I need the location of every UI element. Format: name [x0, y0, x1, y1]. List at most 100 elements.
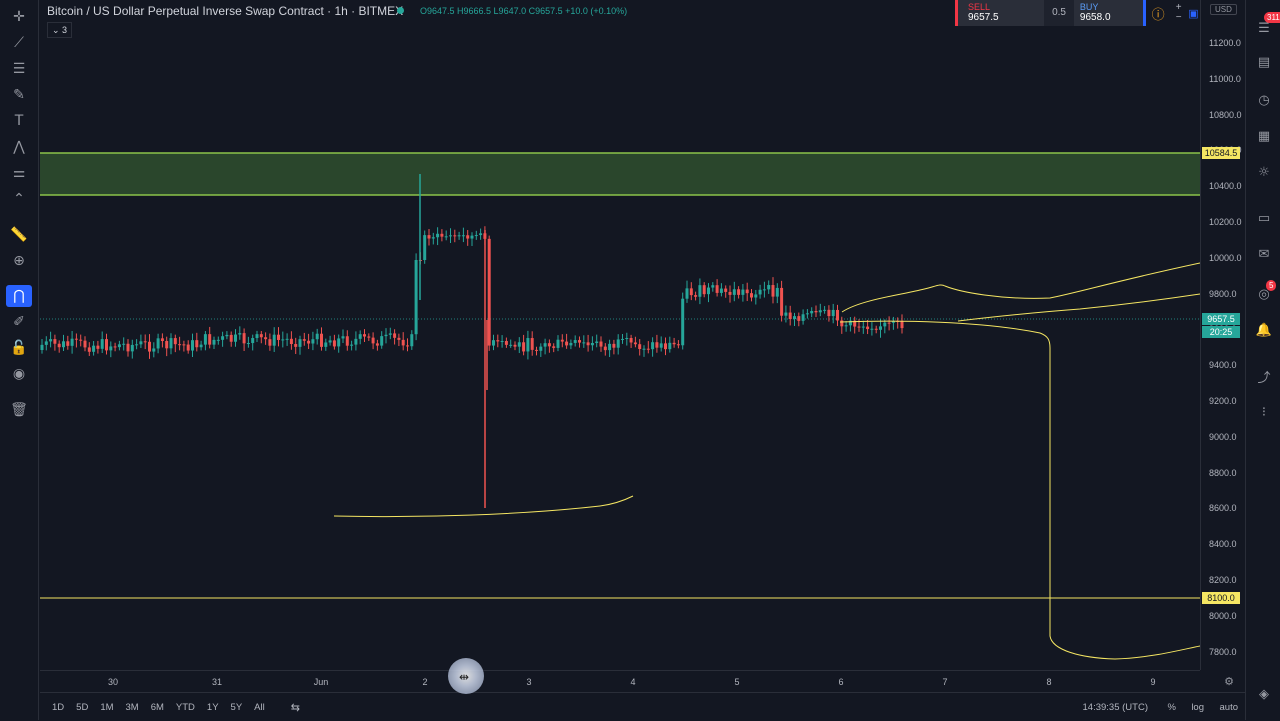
prediction-icon[interactable]: ⚌: [12, 165, 26, 181]
calendar-icon[interactable]: ▦: [1257, 128, 1271, 144]
currency-badge[interactable]: USD: [1210, 4, 1237, 15]
info-icon[interactable]: ⓘ: [1151, 6, 1165, 22]
pattern-icon[interactable]: ⋀: [13, 139, 25, 155]
utc-clock[interactable]: 14:39:35 (UTC): [1082, 701, 1148, 713]
candle-body: [453, 235, 457, 237]
buy-button[interactable]: BUY 9658.0: [1073, 0, 1147, 26]
price-tick-label: 7800.0: [1209, 646, 1237, 657]
candle-body: [285, 338, 289, 340]
settings-gear-icon[interactable]: ⚙: [1224, 676, 1234, 688]
data-window-icon[interactable]: ▤: [1257, 54, 1271, 70]
freehand-curve-bottom[interactable]: [333, 495, 634, 518]
candle-body: [805, 313, 809, 315]
range-button-1m[interactable]: 1M: [100, 701, 114, 713]
time-axis[interactable]: 30 31 Jun 2 3 4 5 6 7 8 9 ⚙: [40, 670, 1234, 693]
watchlist-icon[interactable]: ☰: [1258, 20, 1270, 36]
candle-body: [801, 314, 805, 321]
candle-body: [246, 343, 250, 345]
range-button-ytd[interactable]: YTD: [175, 701, 195, 713]
candle-body: [689, 288, 693, 296]
price-axis[interactable]: 11200.011000.010800.010600.010400.010200…: [1200, 0, 1247, 670]
candle-body: [552, 346, 556, 348]
lock-icon[interactable]: 🔓: [10, 340, 28, 356]
range-button-1y[interactable]: 1Y: [206, 701, 219, 713]
date-range-icon[interactable]: ⇆: [290, 701, 300, 714]
price-tick-label: 9200.0: [1209, 396, 1237, 406]
candle-body: [294, 344, 298, 347]
range-button-5y[interactable]: 5Y: [230, 701, 243, 713]
trend-line-icon[interactable]: ⟋: [14, 35, 24, 51]
supply-zone[interactable]: [40, 153, 1200, 195]
candle-body: [728, 291, 732, 295]
layers-icon[interactable]: ◈: [1259, 686, 1269, 702]
collapse-chevron-icon[interactable]: ⌃: [13, 191, 25, 207]
freehand-curve-drop[interactable]: [839, 320, 1201, 660]
bell-icon[interactable]: 🔔: [1255, 322, 1273, 338]
dom-icon[interactable]: ⁝: [1261, 404, 1267, 420]
candle-body: [715, 285, 719, 293]
price-tick-label: 9800.0: [1209, 288, 1237, 299]
candle-body: [466, 235, 470, 239]
log-toggle[interactable]: log: [1191, 701, 1204, 713]
quantity-field[interactable]: 0.5: [1044, 0, 1074, 26]
messages-icon[interactable]: ✉: [1258, 246, 1270, 262]
candle-body: [105, 339, 108, 351]
candle-body: [130, 344, 134, 352]
candle-body: [457, 235, 461, 237]
percent-toggle[interactable]: %: [1167, 701, 1176, 713]
candle-body: [375, 343, 379, 346]
candle-body: [324, 342, 328, 347]
chat-icon[interactable]: ▭: [1257, 210, 1271, 226]
symbol-title[interactable]: Bitcoin / US Dollar Perpetual Inverse Sw…: [47, 4, 404, 18]
freehand-curve-upper[interactable]: [841, 262, 1201, 313]
streams-icon[interactable]: ◎: [1258, 286, 1270, 302]
range-button-5d[interactable]: 5D: [76, 701, 89, 713]
trading-panel-icon[interactable]: ⤴: [1257, 370, 1271, 386]
candle-body: [702, 285, 706, 295]
candle-body: [135, 344, 139, 346]
candle-body: [87, 347, 91, 352]
candle-body: [139, 341, 143, 345]
range-button-6m[interactable]: 6M: [150, 701, 164, 713]
brush-icon[interactable]: ✎: [13, 87, 25, 103]
stay-drawing-icon[interactable]: ✐: [13, 314, 25, 330]
drawing-toolbar: ✛ ⟋ ☰ ✎ T ⋀ ⚌ ⌃ 📏 ⊕ ⋂ ✐ 🔓 ◉ 🗑: [0, 0, 39, 720]
candle-body: [410, 334, 414, 347]
candle-body: [79, 339, 83, 341]
candle-body: [866, 326, 870, 330]
auto-toggle[interactable]: auto: [1219, 701, 1239, 713]
candle-body: [302, 339, 306, 341]
candle-body: [479, 233, 483, 236]
candle-body: [371, 337, 375, 344]
range-button-3m[interactable]: 3M: [125, 701, 139, 713]
ideas-bulb-icon[interactable]: ☼: [1258, 164, 1270, 180]
candle-body: [569, 342, 573, 346]
candle-body: [509, 344, 513, 346]
eye-icon[interactable]: ◉: [12, 366, 26, 382]
candle-body: [113, 346, 117, 348]
candle-body: [664, 343, 667, 350]
magnet-icon[interactable]: ⋂: [6, 285, 32, 307]
candle-body: [57, 343, 61, 348]
candle-body: [603, 346, 607, 351]
trash-icon[interactable]: 🗑: [10, 402, 28, 418]
fib-icon[interactable]: ☰: [12, 61, 26, 77]
crosshair-icon[interactable]: ✛: [13, 9, 25, 25]
candle-body: [169, 338, 173, 349]
price-chart[interactable]: [40, 0, 1201, 670]
sell-button[interactable]: SELL 9657.5: [955, 0, 1045, 26]
indicators-toggle[interactable]: ⌄ 3: [47, 22, 73, 38]
chart-pane[interactable]: [40, 0, 1201, 670]
zoom-in-icon[interactable]: ⊕: [13, 253, 25, 269]
right-sidebar: ☰ 3113 ▤ ◷ ▦ ☼ ▭ ✉ ◎ 5 🔔 ⤴ ⁝ ◈: [1245, 0, 1280, 720]
ruler-icon[interactable]: 📏: [10, 227, 28, 243]
range-button-1d[interactable]: 1D: [52, 701, 65, 713]
range-button-all[interactable]: All: [254, 701, 265, 713]
candle-body: [363, 334, 366, 337]
quantity-stepper[interactable]: + −: [1175, 2, 1182, 23]
candle-body: [530, 338, 534, 350]
alert-clock-icon[interactable]: ◷: [1258, 92, 1270, 108]
freehand-curve-middle[interactable]: [957, 293, 1201, 322]
order-panel-icon[interactable]: ▣: [1188, 7, 1199, 20]
text-icon[interactable]: T: [14, 113, 24, 129]
